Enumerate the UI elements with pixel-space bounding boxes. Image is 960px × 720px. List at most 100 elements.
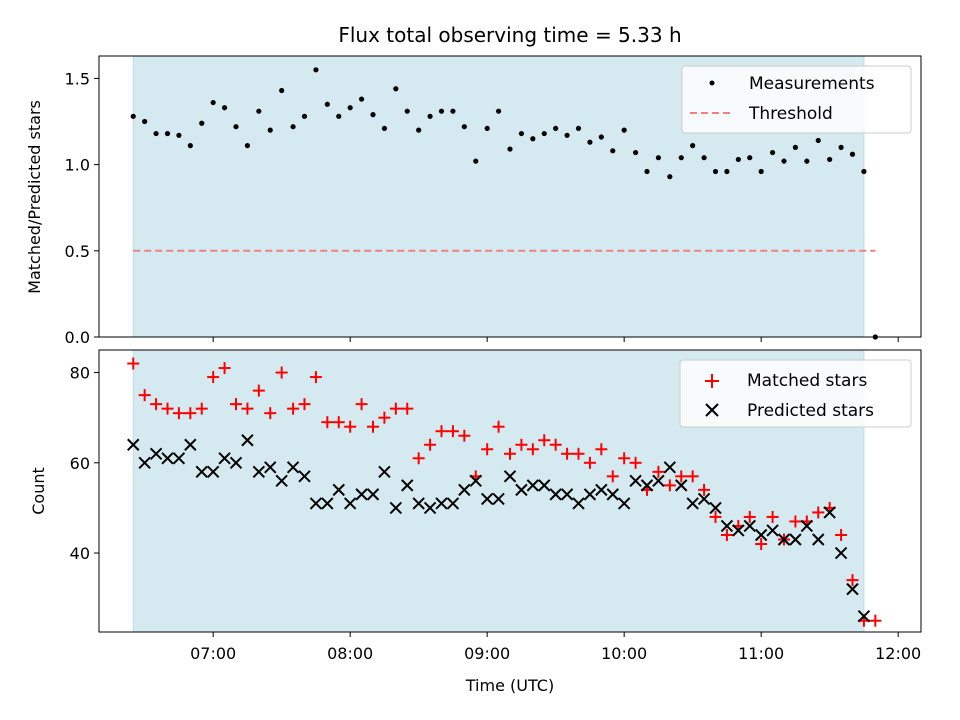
top-legend: Measurements Threshold <box>681 65 912 134</box>
chart-title: Flux total observing time = 5.33 h <box>338 23 681 47</box>
measurement-point <box>370 112 376 118</box>
bottom-x-tick-label: 07:00 <box>190 644 236 663</box>
predicted-star-point <box>229 456 243 470</box>
measurement-point <box>427 113 433 119</box>
measurement-point <box>667 174 673 180</box>
predicted-star-point <box>252 465 266 479</box>
matched-star-point <box>686 470 699 483</box>
measurement-point <box>290 124 296 130</box>
bottom-x-axis: 07:00 08:00 09:00 10:00 11:00 12:00 <box>190 632 921 663</box>
matched-star-point <box>412 452 425 465</box>
predicted-star-point <box>572 497 585 510</box>
bottom-panel: 40 60 80 07:00 08:00 09:00 10:00 11:00 12:00 Co… <box>29 349 922 695</box>
predicted-star-point <box>401 479 414 492</box>
measurement-point <box>438 108 445 114</box>
predicted-star-point <box>378 465 391 479</box>
matched-star-point <box>481 443 494 456</box>
matched-star-point <box>378 411 391 424</box>
matched-star-point <box>298 398 311 411</box>
predicted-star-point <box>423 501 437 515</box>
predicted-star-point <box>503 470 517 483</box>
matched-star-point <box>309 371 322 384</box>
measurement-point <box>769 149 776 156</box>
matched-star-point <box>401 402 414 415</box>
measurement-point <box>747 155 753 161</box>
measurement-point <box>187 143 193 149</box>
predicted-star-point <box>218 452 231 465</box>
measurement-point <box>244 143 251 149</box>
measurement-point <box>621 127 627 133</box>
matched-star-point <box>812 506 825 519</box>
top-legend-box <box>681 65 912 134</box>
matched-star-point <box>207 371 220 384</box>
measurement-point <box>210 99 216 106</box>
predicted-star-point <box>309 497 323 510</box>
predicted-star-point <box>595 483 608 497</box>
predicted-star-point <box>241 434 254 447</box>
measurement-point <box>724 168 730 175</box>
predicted-star-point <box>446 497 460 510</box>
matched-star-point <box>789 515 802 528</box>
top-axes-frame <box>98 55 922 338</box>
measurement-point <box>336 113 342 119</box>
measurement-point <box>256 108 262 114</box>
measurement-point <box>279 87 285 94</box>
matched-stars-points <box>127 357 882 627</box>
predicted-star-point <box>812 533 825 546</box>
predicted-star-point <box>412 497 425 510</box>
matched-star-point <box>492 420 505 433</box>
measurement-point <box>313 67 319 73</box>
matched-star-point <box>389 402 402 415</box>
measurement-point <box>804 158 810 164</box>
matched-star-point <box>172 407 185 420</box>
predicted-star-point <box>709 501 722 515</box>
predicted-star-point <box>857 610 871 623</box>
predicted-star-point <box>800 519 814 533</box>
matched-star-point <box>709 510 722 523</box>
measurement-point <box>416 127 422 133</box>
matched-star-point <box>526 443 539 456</box>
predicted-star-point <box>834 546 848 560</box>
predicted-star-point <box>549 488 562 501</box>
measurement-point <box>655 155 662 161</box>
matched-star-point <box>549 438 562 451</box>
top-y-tick-label: 1.0 <box>65 156 90 175</box>
predicted-star-point <box>298 470 311 483</box>
matched-star-point <box>720 528 733 541</box>
top-x-ticks <box>212 337 899 342</box>
predicted-star-point <box>458 483 471 497</box>
matched-star-point <box>766 510 779 523</box>
matched-star-point <box>629 456 642 469</box>
predicted-star-point <box>617 497 631 510</box>
measurement-point <box>473 158 479 164</box>
predicted-star-point <box>754 528 768 542</box>
bottom-legend: Matched stars Predicted stars <box>679 359 912 428</box>
matched-star-point <box>161 402 174 415</box>
bottom-legend-box <box>679 359 912 428</box>
matched-star-point <box>321 416 334 429</box>
measurement-point <box>678 155 684 161</box>
matched-star-point <box>572 447 585 460</box>
matched-star-point <box>663 479 676 492</box>
matched-star-point <box>846 574 859 587</box>
measurement-point <box>781 158 787 164</box>
bottom-x-tick-label: 08:00 <box>327 644 373 663</box>
legend-measurements-marker <box>709 80 715 86</box>
measurement-point <box>176 132 182 138</box>
bottom-y-tick-label: 60 <box>70 454 90 473</box>
top-y-tick-label: 0.0 <box>65 328 90 347</box>
top-y-tick-label: 0.5 <box>65 242 90 261</box>
measurement-point <box>301 113 308 119</box>
legend-matched-marker <box>705 374 719 388</box>
predicted-star-point <box>480 492 494 506</box>
predicted-star-point <box>286 461 300 474</box>
measurement-point <box>553 125 559 132</box>
measurement-point <box>849 151 856 157</box>
bottom-y-tick-label: 80 <box>70 364 90 383</box>
measurement-point <box>450 108 456 114</box>
matched-star-point <box>127 357 140 370</box>
predicted-star-point <box>172 452 186 465</box>
predicted-star-point <box>823 506 836 519</box>
measurement-point <box>564 132 570 138</box>
